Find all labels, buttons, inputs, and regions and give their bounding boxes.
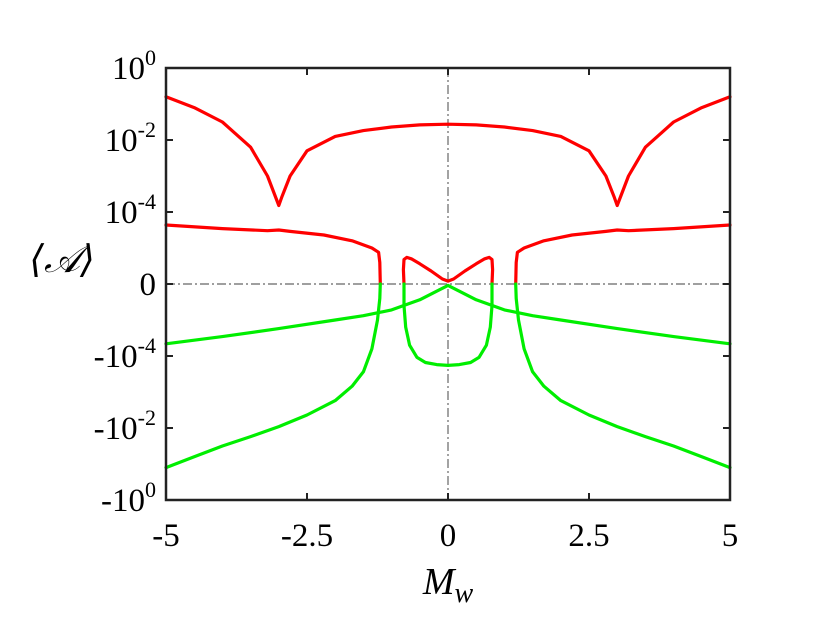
y-tick-labels: 100 10-2 10-4 0 -10-4 -10-2 -100 xyxy=(94,45,156,519)
y-tick-label: 100 xyxy=(112,45,156,87)
x-tick-labels: -5 -2.5 0 2.5 5 xyxy=(152,518,738,554)
x-tick-label: 2.5 xyxy=(568,518,609,554)
series-curve-6 xyxy=(164,282,382,470)
series-curve-1 xyxy=(164,95,732,208)
series-curve-3 xyxy=(401,255,495,286)
y-axis-label: ⟨𝒜⟩ xyxy=(29,239,95,281)
x-tick-label: -2.5 xyxy=(281,518,333,554)
x-tick-label: -5 xyxy=(152,518,180,554)
series-curve-2 xyxy=(164,223,382,286)
y-tick-label: 10-4 xyxy=(105,189,156,231)
series-curve-4 xyxy=(514,223,732,286)
y-tick-label: 10-2 xyxy=(105,117,156,159)
series-curve-7 xyxy=(514,282,732,470)
y-tick-label: -10-2 xyxy=(94,405,156,447)
y-tick-label: -10-4 xyxy=(94,333,156,375)
y-tick-label: -100 xyxy=(101,477,156,519)
x-axis-label: Mw xyxy=(422,561,474,609)
x-tick-label: 5 xyxy=(722,518,739,554)
x-tick-label: 0 xyxy=(440,518,457,554)
series-curve-5 xyxy=(164,283,732,346)
data-series xyxy=(164,95,732,470)
y-tick-label: 0 xyxy=(140,267,157,303)
series-curve-8 xyxy=(402,282,494,367)
plot-frame xyxy=(164,66,732,502)
